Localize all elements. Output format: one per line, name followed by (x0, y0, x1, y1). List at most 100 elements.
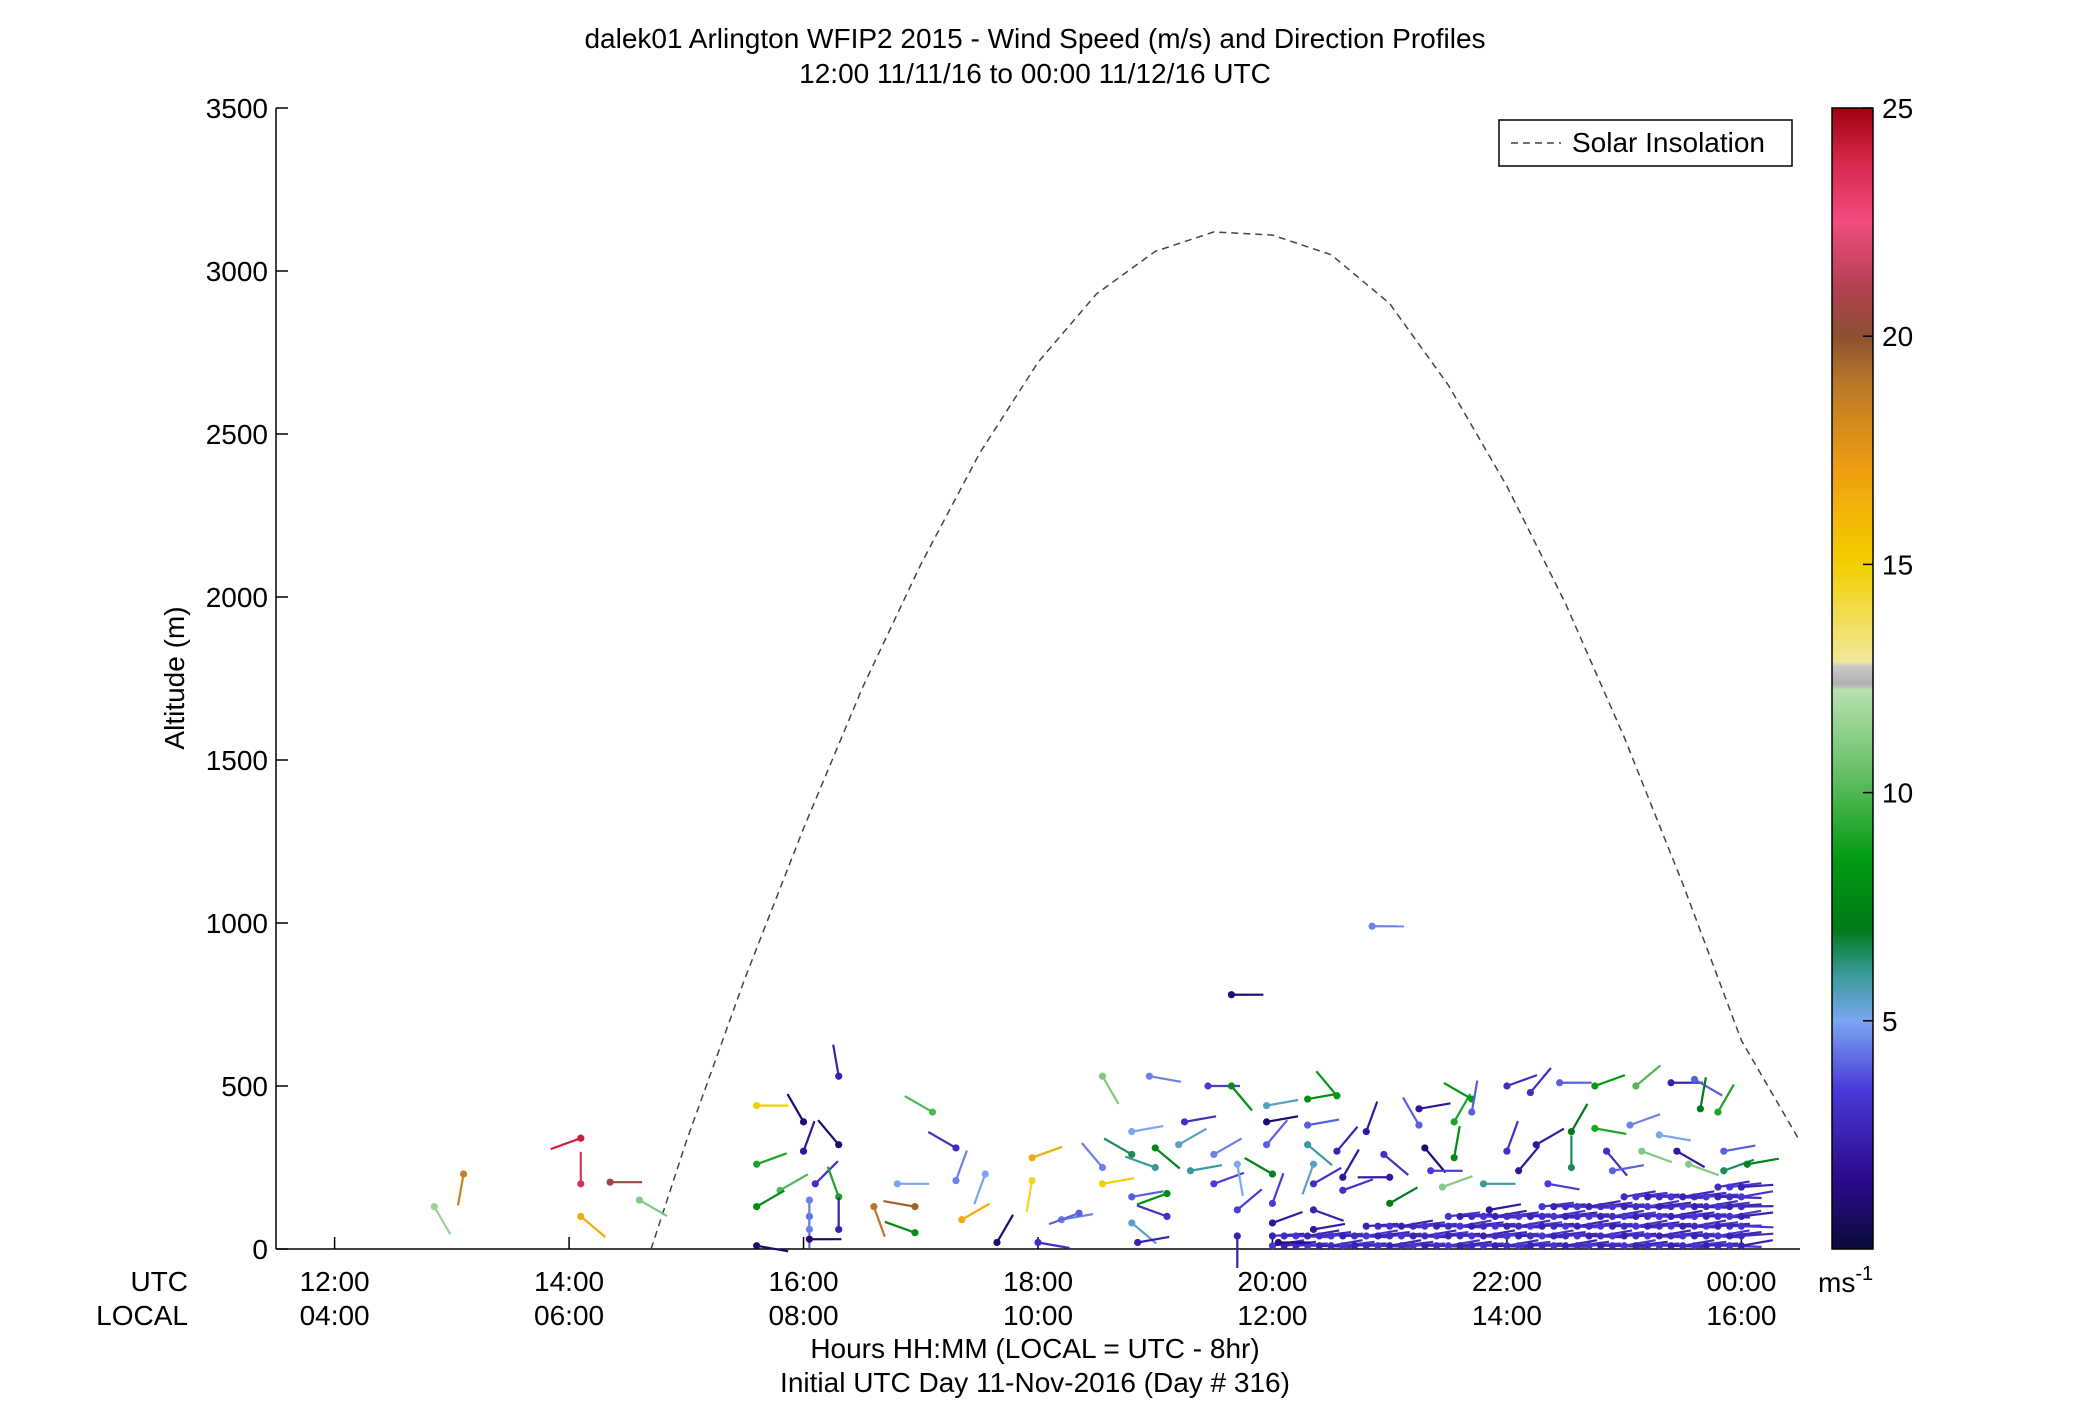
wind-barb-point (928, 1108, 937, 1116)
wind-barb-point (1397, 1242, 1406, 1250)
wind-barb-staff (1716, 1083, 1735, 1113)
wind-barb-staff (1236, 1188, 1263, 1211)
wind-barb-point (1456, 1232, 1464, 1240)
wind-barb-point (1561, 1242, 1570, 1250)
x-tick-label-local: 08:00 (768, 1300, 838, 1331)
wind-barb-point (1415, 1105, 1423, 1113)
wind-barb-staff (1306, 1143, 1333, 1167)
wind-barb-point (1309, 1225, 1318, 1234)
wind-barb-point (1491, 1222, 1499, 1230)
wind-barb-point (1128, 1193, 1136, 1201)
wind-barb-point (811, 1180, 819, 1188)
wind-barb-point (577, 1180, 585, 1188)
wind-barb-point (1702, 1212, 1710, 1220)
wind-barb-staff (1236, 1164, 1244, 1196)
wind-barb-point (1585, 1212, 1593, 1220)
wind-barb-point (1567, 1163, 1575, 1172)
wind-barb-point (1667, 1212, 1675, 1220)
wind-barb-staff (1149, 1075, 1182, 1083)
wind-barb-staff (1266, 1098, 1299, 1107)
wind-barb-point (1263, 1101, 1271, 1110)
wind-barb-staff (1265, 1119, 1289, 1146)
wind-barb-staff (1124, 1155, 1156, 1169)
colorbar-unit: ms-1 (1818, 1263, 1873, 1298)
colorbar-unit-exponent: -1 (1855, 1263, 1873, 1285)
wind-barb-point (1151, 1144, 1159, 1152)
wind-barb-point (459, 1170, 468, 1178)
wind-barb-staff (1389, 1186, 1418, 1205)
wind-barb-staff (817, 1119, 840, 1146)
wind-barb-staff (786, 1093, 805, 1123)
wind-barb-point (1309, 1206, 1318, 1214)
wind-barb-staff (456, 1173, 465, 1206)
wind-barb-staff (1453, 1093, 1472, 1123)
wind-barb-staff (1553, 1209, 1586, 1218)
wind-barb-point (1374, 1232, 1382, 1240)
wind-barb-staff (580, 1215, 607, 1238)
wind-barb-point (1644, 1232, 1652, 1240)
wind-barb-staff (1413, 1221, 1446, 1228)
wind-barb-staff (1137, 1235, 1170, 1244)
wind-barb-staff (1342, 1178, 1374, 1192)
wind-barb-point (1673, 1147, 1681, 1155)
wind-barb-staff (1577, 1219, 1609, 1228)
wind-barb-point (1690, 1212, 1699, 1220)
x-tick-label-local: 06:00 (534, 1300, 604, 1331)
wind-barb-staff (1623, 1239, 1656, 1247)
wind-barb-point (911, 1203, 919, 1211)
x-tick-label-utc: 22:00 (1472, 1266, 1542, 1297)
wind-barb-point (1397, 1232, 1406, 1240)
wind-barb-staff (1741, 1211, 1774, 1218)
wind-barb-staff (826, 1166, 840, 1198)
wind-barb-staff (802, 1120, 816, 1152)
wind-barb-point (1427, 1167, 1435, 1175)
wind-barb-point (1632, 1222, 1640, 1230)
wind-barb-point (1386, 1242, 1394, 1250)
wind-barb-point (1737, 1222, 1745, 1230)
wind-barb-point (1667, 1242, 1675, 1250)
wind-barb-point (1591, 1082, 1599, 1090)
wind-barb-point (1726, 1193, 1734, 1201)
wind-barb-point (1632, 1082, 1640, 1090)
wind-barb-staff (996, 1214, 1014, 1244)
wind-barb-point (1456, 1222, 1464, 1230)
wind-barb-point (753, 1160, 761, 1168)
wind-barb-point (1491, 1232, 1499, 1240)
wind-barb-staff (1131, 1125, 1164, 1133)
wind-barb-point (1620, 1232, 1628, 1240)
wind-barb-staff (1612, 1209, 1645, 1218)
wind-barb-point (1175, 1141, 1183, 1149)
wind-barb-staff (1424, 1229, 1457, 1238)
wind-barb-staff (1706, 1200, 1738, 1208)
wind-barb-point (1608, 1242, 1617, 1250)
wind-barb-point (1550, 1242, 1558, 1250)
wind-barb-staff (1530, 1221, 1563, 1228)
wind-barb-point (1655, 1222, 1663, 1230)
wind-barb-staff (1541, 1229, 1574, 1238)
wind-barb-point (1479, 1212, 1488, 1220)
wind-barb-point (1444, 1212, 1452, 1220)
wind-barb-staff (1037, 1241, 1070, 1250)
wind-barb-point (1485, 1206, 1493, 1214)
wind-barb-point (1526, 1088, 1534, 1097)
wind-barb-point (1180, 1118, 1189, 1126)
wind-barb-point (1479, 1180, 1488, 1188)
wind-barb-staff (756, 1244, 789, 1253)
wind-barb-point (1561, 1212, 1570, 1220)
wind-barb-staff (1459, 1219, 1492, 1228)
wind-barb-point (1327, 1232, 1335, 1240)
wind-barb-point (1503, 1212, 1511, 1220)
wind-barb-staff (1131, 1190, 1164, 1198)
wind-barb-staff (550, 1137, 582, 1151)
wind-barb-point (1263, 1118, 1271, 1126)
wind-barb-point (1573, 1203, 1581, 1211)
wind-barb-point (1544, 1180, 1552, 1188)
wind-barb-staff (1459, 1240, 1492, 1247)
wind-barb-point (1432, 1242, 1441, 1250)
y-axis-ticks: 0 500 1000 1500 2000 2500 3000 3500 (206, 93, 288, 1265)
wind-barb-point (1714, 1212, 1722, 1220)
y-tick-label: 2000 (206, 582, 268, 613)
wind-barb-point (1028, 1176, 1036, 1185)
wind-barb-point (1274, 1238, 1282, 1247)
wind-barb-staff (1594, 1127, 1627, 1135)
